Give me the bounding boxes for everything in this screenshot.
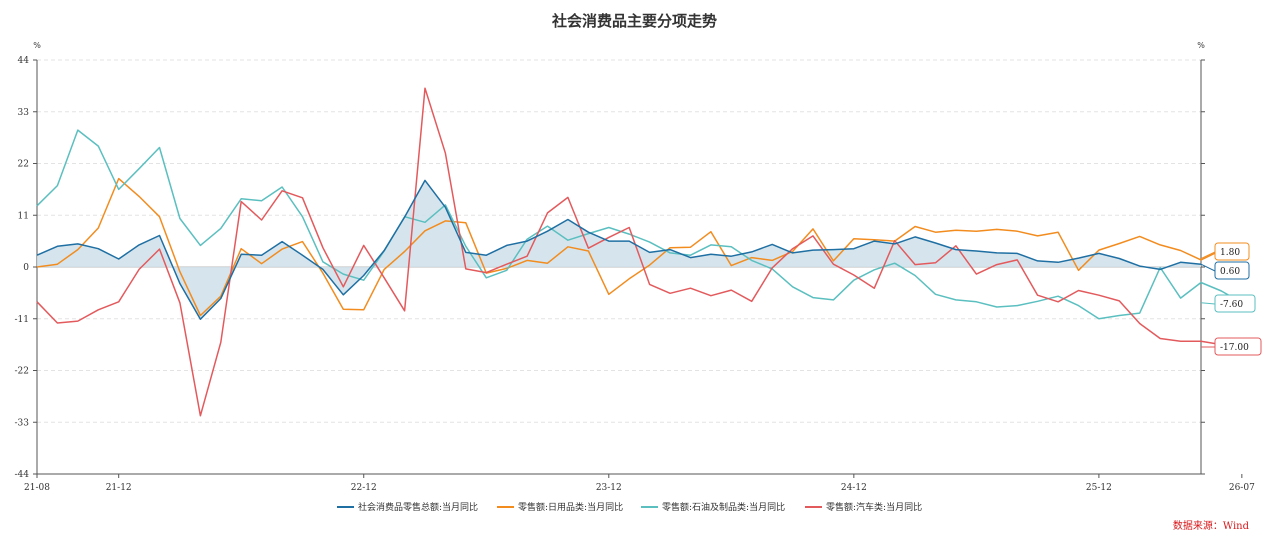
x-tick-label: 25-12 (1086, 483, 1112, 493)
x-tick-label: 21-08 (24, 483, 50, 493)
x-tick-label: 23-12 (596, 483, 622, 493)
y-tick-label-left: 22 (18, 160, 29, 170)
y-tick-label-left: -44 (15, 470, 30, 480)
series-line (36, 177, 1243, 317)
legend-label: 零售额:石油及制品类:当月同比 (662, 501, 785, 513)
series-line (36, 179, 1202, 320)
y-unit-right: % (1197, 41, 1205, 50)
series-line (36, 87, 1242, 417)
y-unit-left: % (33, 41, 41, 50)
series-line (36, 129, 1243, 320)
end-label: -17.00 (1220, 343, 1249, 353)
end-label-box (1214, 294, 1256, 313)
end-label-leader (1200, 251, 1216, 259)
end-label: 1.80 (1220, 248, 1240, 258)
legend-label: 社会消费品零售总额:当月同比 (358, 501, 478, 513)
series-area-fill (37, 180, 1201, 320)
y-tick-label-left: 33 (18, 108, 30, 118)
data-source-note: 数据来源：Wind (1172, 521, 1249, 532)
legend-label: 零售额:汽车类:当月同比 (826, 501, 922, 513)
end-label-box (1214, 261, 1250, 280)
y-tick-label-left: -22 (15, 367, 30, 377)
x-tick-label: 21-12 (106, 483, 132, 493)
x-tick-label: 24-12 (841, 483, 867, 493)
end-label-box (1214, 337, 1262, 356)
y-tick-label-left: -11 (15, 315, 30, 325)
legend-label: 零售额:日用品类:当月同比 (518, 501, 623, 513)
x-tick-label: 22-12 (351, 483, 377, 493)
end-label-leader (1200, 263, 1216, 272)
y-tick-label-left: 0 (23, 263, 29, 273)
end-label: 0.60 (1220, 267, 1240, 277)
y-tick-label-left: -33 (15, 418, 30, 428)
y-tick-label-left: 44 (18, 56, 30, 66)
chart-title: 社会消费品主要分项走势 (551, 12, 717, 30)
end-label: -7.60 (1220, 300, 1243, 310)
x-tick-label: 26-07 (1229, 483, 1255, 493)
y-tick-label-left: 11 (18, 211, 29, 221)
end-label-box (1214, 242, 1250, 261)
end-label-leader (1200, 302, 1216, 305)
